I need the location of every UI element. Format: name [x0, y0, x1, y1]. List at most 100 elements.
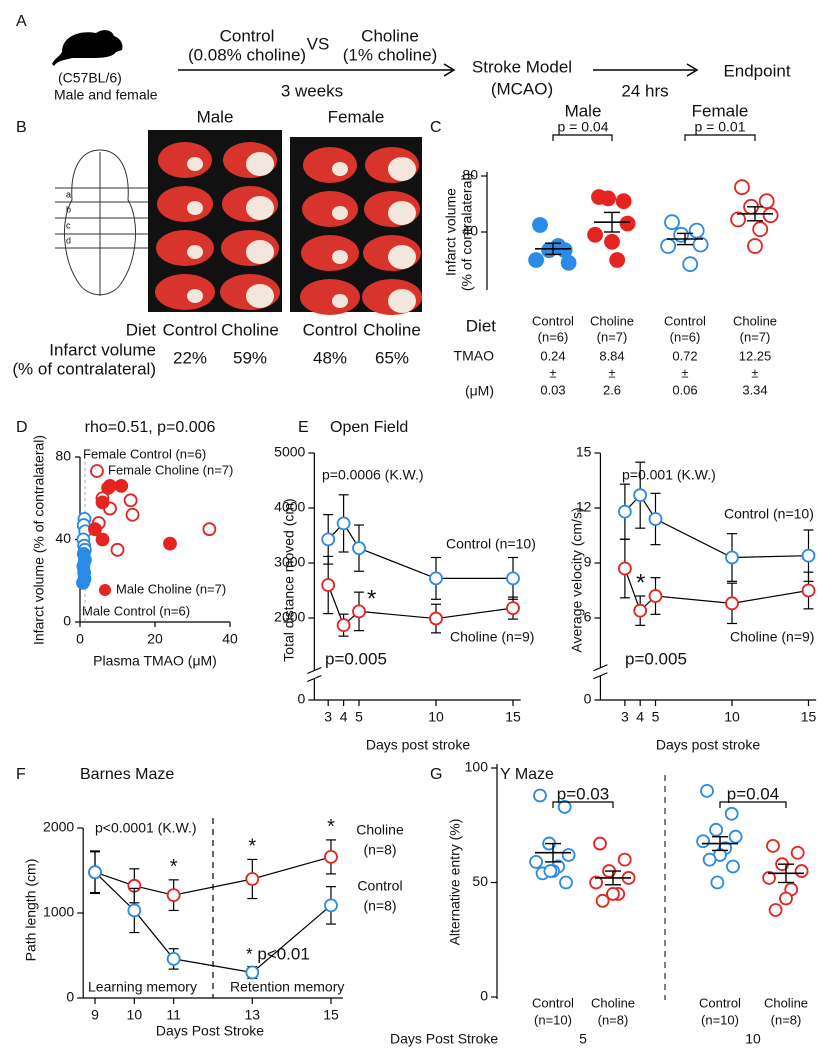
bracket — [552, 134, 613, 141]
y-axis-label: (% of contralateral) — [459, 173, 475, 291]
category-label: Control — [532, 313, 574, 328]
brain-slice — [156, 230, 214, 266]
row-label: (% of contralateral) — [12, 359, 156, 378]
bracket — [552, 801, 614, 808]
data-point — [532, 217, 548, 233]
data-point — [779, 891, 793, 906]
infarct-area — [388, 201, 416, 225]
legend-label: Male Choline (n=7) — [116, 581, 226, 596]
section-label: b — [66, 204, 71, 214]
x-tick-label: 10 — [724, 709, 740, 725]
row-label: Diet — [466, 316, 497, 335]
category-label: Control — [664, 313, 706, 328]
y-tick-label: 0 — [480, 988, 488, 1004]
data-point — [648, 512, 663, 526]
legend-label: Female Control (n=6) — [83, 446, 206, 461]
data-point — [166, 888, 181, 903]
axis-break — [593, 664, 608, 672]
x-axis-label: Days post stroke — [366, 737, 470, 753]
panel-label: A — [16, 13, 27, 30]
infarct-area — [332, 162, 348, 176]
tmao-pm: ± — [549, 365, 556, 380]
data-point — [245, 965, 260, 980]
brain-slice — [301, 235, 359, 271]
x-tick-label: 40 — [222, 631, 238, 647]
tmao-mean: 0.72 — [672, 348, 697, 363]
data-point — [609, 252, 626, 268]
series-label: (n=8) — [363, 898, 396, 914]
series-label: (n=8) — [363, 842, 396, 858]
x-tick-label: 0 — [76, 631, 84, 647]
series-label: Choline (n=9) — [730, 629, 814, 645]
row-label: (μM) — [465, 383, 494, 399]
data-point — [682, 256, 699, 273]
p-value: p = 0.01 — [695, 119, 746, 135]
bracket — [719, 801, 787, 808]
x-tick-label: 9 — [91, 1007, 99, 1023]
data-point — [561, 848, 576, 862]
infarct-area — [388, 245, 416, 269]
data-point — [125, 507, 140, 522]
series-line — [624, 568, 809, 612]
infarct-area — [246, 152, 274, 176]
data-point — [766, 838, 780, 853]
data-point — [506, 571, 520, 586]
y-tick-label: 2000 — [274, 609, 305, 625]
data-point — [768, 903, 783, 917]
infarct-area — [246, 196, 274, 220]
y-tick-label: 0 — [63, 613, 71, 629]
x-tick-label: 11 — [166, 1007, 181, 1023]
brain-slice — [302, 191, 358, 227]
tmao-sem: 3.34 — [742, 382, 767, 397]
bracket — [684, 134, 756, 141]
strain: (C57BL/6) — [58, 70, 122, 86]
category-label: Control — [699, 995, 741, 1010]
brain-slice — [155, 274, 215, 310]
x-tick-label: 10 — [428, 709, 444, 725]
data-point — [664, 214, 680, 231]
y-tick-label: 6 — [584, 609, 592, 625]
data-point — [747, 238, 763, 254]
annotation: * — [367, 585, 376, 612]
n-label: (n=6) — [538, 329, 569, 344]
data-point — [95, 532, 110, 547]
y-tick-label: 100 — [465, 759, 489, 775]
tmao-pm: ± — [751, 365, 758, 380]
arrow-head — [686, 63, 699, 77]
data-point — [801, 548, 816, 563]
annotation: * — [636, 569, 645, 596]
infarct-area — [332, 206, 348, 220]
y-tick-label: 1000 — [43, 904, 74, 920]
panel-label: C — [430, 119, 442, 136]
x-tick-label: 3 — [324, 709, 332, 725]
data-point — [758, 193, 775, 210]
group-diet: (0.08% choline) — [188, 45, 306, 64]
annotation: p=0.001 (K.W.) — [622, 467, 716, 483]
infarct-value: 59% — [233, 348, 267, 367]
data-point — [618, 504, 632, 519]
row-label: Diet — [126, 320, 157, 339]
data-point — [429, 571, 443, 586]
data-point — [752, 221, 769, 238]
y-tick-label: 40 — [55, 530, 71, 546]
data-point — [725, 550, 739, 565]
data-point — [352, 541, 366, 556]
chart-title: Open Field — [330, 419, 408, 436]
data-point — [801, 583, 816, 598]
n-label: (n=7) — [740, 329, 771, 344]
diet: Control — [163, 320, 218, 339]
annotation: p<0.0001 (K.W.) — [95, 820, 197, 836]
data-point — [606, 887, 620, 901]
n-label: (n=10) — [534, 1012, 572, 1027]
data-point — [127, 903, 142, 918]
sex-label: Male — [197, 107, 234, 126]
data-point — [543, 864, 558, 878]
series-label: Control (n=10) — [446, 536, 536, 552]
n-label: (n=10) — [701, 1012, 739, 1027]
series-label: Control — [357, 878, 402, 894]
y-tick-label: 12 — [576, 499, 592, 515]
y-tick-label: 9 — [584, 554, 592, 570]
significance-star: * — [170, 856, 178, 878]
y-tick-label: 3000 — [274, 554, 305, 570]
axis-break — [307, 674, 322, 683]
